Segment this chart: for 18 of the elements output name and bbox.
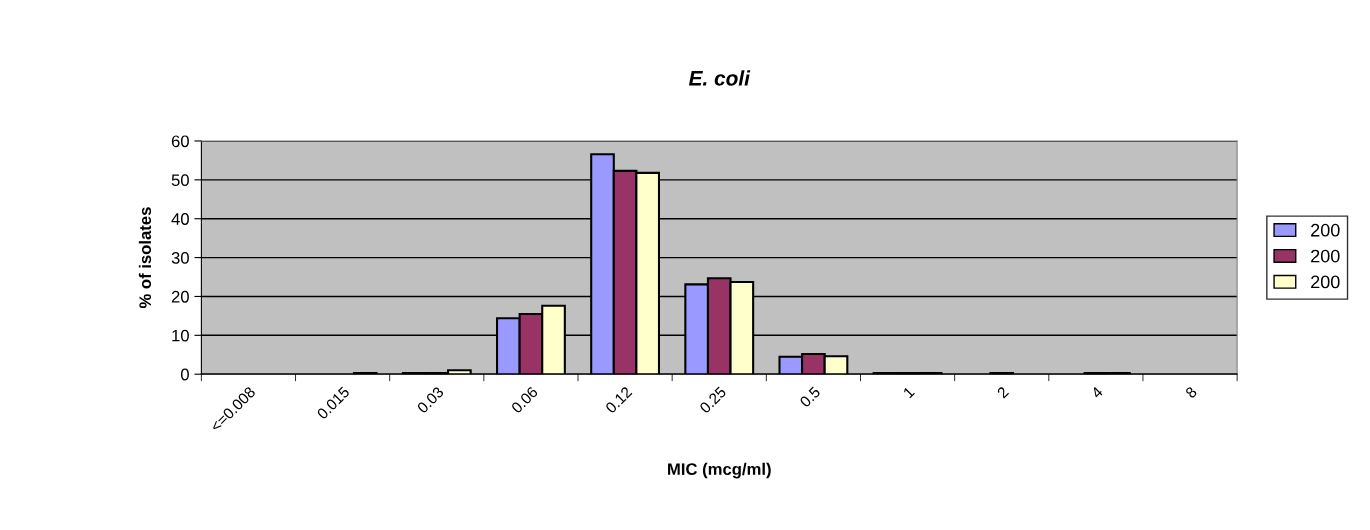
legend-label: 200: [1311, 275, 1340, 289]
legend-label: 200: [1311, 223, 1340, 237]
x-tick-label: 0.5: [799, 386, 821, 408]
y-tick-label: 60: [171, 135, 189, 148]
y-tick-label: 40: [171, 213, 189, 225]
y-tick-label: 30: [171, 251, 189, 264]
legend-label: 200: [1311, 249, 1340, 263]
x-tick-label: 2: [996, 386, 1010, 399]
chart-title: E. coli: [688, 70, 751, 86]
x-tick-label: 8: [1184, 386, 1198, 399]
y-tick-label: 20: [171, 290, 189, 303]
x-tick-label: 4: [1090, 386, 1104, 399]
y-tick-label: 50: [171, 174, 189, 187]
x-axis-title: MIC (mcg/ml): [668, 462, 771, 479]
y-axis-title: % of isolates: [138, 207, 152, 309]
x-tick-label: 1: [902, 386, 915, 399]
y-tick-label: 0: [180, 368, 189, 381]
y-tick-label: 10: [172, 329, 189, 342]
